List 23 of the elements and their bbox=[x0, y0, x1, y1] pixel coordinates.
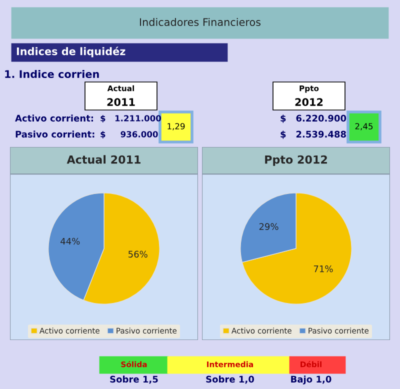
text: Sobre 1,5 bbox=[110, 376, 158, 384]
text: Bajo 1,0 bbox=[291, 376, 332, 384]
text: 1. Indice corrien bbox=[5, 70, 99, 78]
text: $ 6.220.900 bbox=[280, 114, 346, 123]
text: Indicadores Financieros bbox=[140, 18, 261, 26]
text: Pasivo corrient: bbox=[16, 130, 94, 138]
data-label: 29% bbox=[259, 223, 278, 230]
text: 2012 bbox=[295, 98, 323, 106]
data-label: 71% bbox=[314, 265, 333, 272]
text: $ 1.211.000 bbox=[100, 114, 162, 123]
pie-slice bbox=[242, 192, 352, 304]
text: 1,29 bbox=[168, 123, 185, 130]
text: 2011 bbox=[107, 98, 135, 106]
chart-title: Actual 2011 bbox=[66, 155, 140, 164]
chart-title: Ppto 2012 bbox=[265, 155, 327, 166]
text: 2,45 bbox=[355, 123, 373, 130]
data-label: 56% bbox=[128, 250, 148, 258]
text: $ 936.000 bbox=[100, 130, 158, 139]
data-label: 44% bbox=[60, 238, 80, 245]
text: Activo corrient: bbox=[15, 114, 93, 122]
text: Indices de liquidéz bbox=[16, 46, 126, 58]
text: $ 2.539.488 bbox=[280, 130, 346, 139]
text: Sobre 1,0 bbox=[206, 376, 254, 384]
